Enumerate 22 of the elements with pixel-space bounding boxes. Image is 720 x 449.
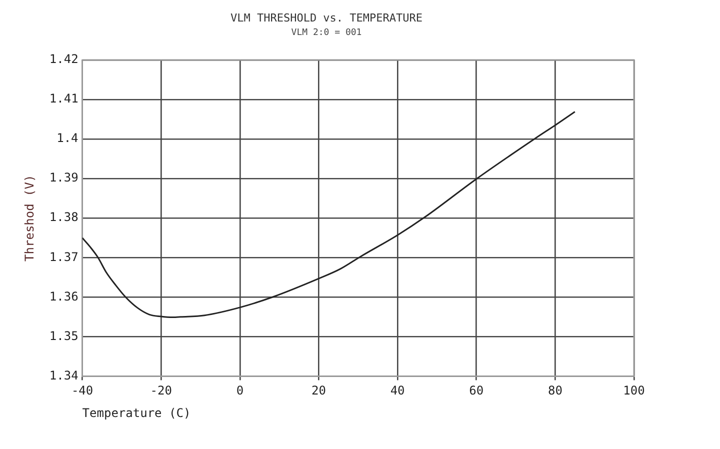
x-tick-label: 0 bbox=[236, 384, 244, 398]
x-tick-label: -40 bbox=[71, 384, 94, 398]
y-tick-label: 1.35 bbox=[49, 328, 78, 343]
chart-title: VLM THRESHOLD vs. TEMPERATURE bbox=[230, 11, 423, 24]
y-tick-label: 1.4 bbox=[56, 131, 78, 146]
y-tick-label: 1.42 bbox=[49, 52, 78, 66]
line-series bbox=[82, 111, 576, 318]
x-tick-label: 60 bbox=[469, 384, 484, 398]
chart-subtitle: VLM 2:0 = 001 bbox=[291, 28, 362, 38]
y-tick-label: 1.36 bbox=[49, 289, 78, 304]
x-tick-label: -20 bbox=[150, 384, 172, 398]
y-tick-label: 1.38 bbox=[49, 210, 78, 224]
y-tick-label: 1.41 bbox=[49, 92, 78, 106]
y-axis-title: Threshod (V) bbox=[22, 174, 36, 262]
x-tick-label: 20 bbox=[312, 384, 326, 398]
x-axis-title: Temperature (C) bbox=[82, 406, 191, 420]
y-tick-label: 1.37 bbox=[49, 250, 78, 264]
x-tick-label: 40 bbox=[390, 384, 405, 398]
y-tick-label: 1.39 bbox=[49, 170, 78, 185]
x-tick-label: 100 bbox=[623, 384, 645, 398]
x-tick-label: 80 bbox=[548, 384, 562, 398]
y-tick-label: 1.34 bbox=[49, 368, 78, 382]
